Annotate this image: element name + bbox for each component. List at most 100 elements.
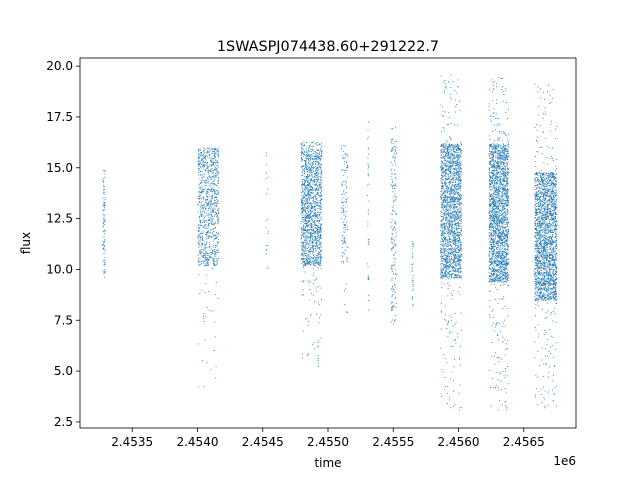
data-point (316, 180, 318, 182)
data-point (443, 283, 445, 285)
data-point (304, 219, 306, 221)
data-point (316, 181, 318, 182)
data-point (448, 156, 450, 158)
data-point (441, 256, 443, 257)
data-point (446, 187, 448, 188)
data-point (441, 171, 443, 173)
data-point (308, 217, 310, 219)
data-point (307, 169, 309, 171)
data-point (319, 195, 321, 196)
data-point (207, 177, 209, 179)
data-point (212, 211, 214, 213)
data-point (458, 145, 459, 147)
data-point (215, 176, 217, 178)
data-point (216, 232, 217, 233)
data-point (314, 247, 316, 249)
data-point (506, 199, 508, 201)
data-point (314, 240, 316, 242)
data-point (456, 256, 458, 258)
data-point (440, 211, 442, 213)
data-point (302, 259, 304, 261)
data-point (308, 148, 310, 150)
data-point (308, 194, 310, 196)
data-point (203, 152, 205, 154)
data-point (455, 146, 457, 148)
data-point (459, 148, 461, 149)
data-point (203, 386, 205, 388)
data-point (315, 155, 317, 157)
data-point (320, 253, 322, 255)
data-point (445, 205, 447, 207)
data-point (305, 167, 307, 169)
data-point (202, 218, 204, 220)
data-point (452, 270, 454, 272)
data-point (455, 198, 457, 200)
data-point (500, 252, 502, 254)
data-point (104, 205, 106, 207)
data-point (443, 224, 445, 226)
data-point (319, 149, 321, 151)
data-point (304, 245, 306, 247)
data-point (440, 252, 442, 254)
data-point (216, 205, 218, 207)
data-point (308, 154, 309, 156)
data-point (451, 191, 453, 193)
data-point (457, 155, 459, 157)
data-point (211, 203, 213, 205)
data-point (305, 246, 307, 248)
data-point (309, 241, 311, 243)
data-point (209, 232, 211, 234)
data-point (447, 386, 449, 388)
data-point (451, 215, 453, 217)
data-point (306, 232, 308, 234)
data-point (411, 241, 413, 242)
data-point (313, 197, 315, 199)
data-point (460, 164, 462, 166)
data-point (459, 199, 461, 201)
data-point (452, 222, 454, 224)
data-point (460, 186, 462, 187)
data-point (441, 209, 443, 211)
data-point (450, 238, 452, 240)
data-point (313, 264, 315, 266)
data-point (448, 205, 450, 207)
data-point (458, 227, 459, 229)
data-point (456, 164, 458, 165)
data-point (394, 261, 396, 263)
data-point (442, 162, 443, 164)
data-point (448, 231, 450, 233)
data-point (302, 165, 304, 167)
data-point (446, 152, 448, 154)
data-point (209, 149, 211, 151)
data-point (203, 219, 205, 221)
data-point (302, 249, 304, 251)
data-point (204, 156, 206, 158)
data-point (453, 205, 455, 207)
data-point (316, 159, 318, 161)
data-point (311, 223, 313, 224)
data-point (317, 341, 319, 343)
data-point (411, 298, 413, 300)
data-point (306, 191, 308, 193)
data-point (316, 174, 318, 176)
data-point (346, 161, 348, 163)
data-point (320, 262, 322, 264)
data-point (201, 201, 203, 203)
data-point (452, 165, 454, 167)
data-point (217, 173, 219, 175)
data-point (209, 246, 210, 248)
data-point (317, 257, 319, 259)
data-point (368, 278, 370, 280)
data-point (318, 229, 320, 230)
data-point (442, 172, 444, 174)
data-point (392, 289, 394, 290)
data-point (301, 258, 303, 260)
data-point (457, 186, 459, 188)
data-point (448, 135, 450, 137)
data-point (367, 157, 369, 159)
data-point (319, 203, 321, 205)
data-point (217, 156, 219, 158)
data-point (213, 349, 215, 351)
data-point (457, 86, 459, 88)
data-point (310, 179, 312, 181)
